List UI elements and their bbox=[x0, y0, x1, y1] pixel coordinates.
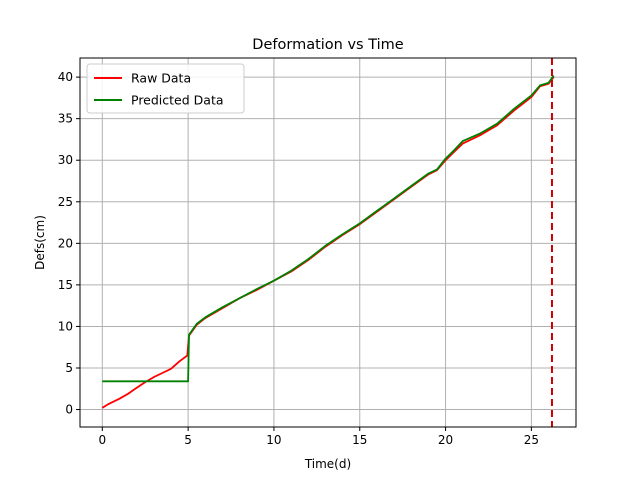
y-tick-label: 5 bbox=[65, 361, 73, 375]
x-tick-label: 10 bbox=[266, 433, 281, 447]
x-axis-label: Time(d) bbox=[304, 457, 351, 471]
legend-box bbox=[86, 63, 245, 114]
series-line-predicted-data bbox=[102, 74, 555, 383]
y-tick-label: 0 bbox=[65, 403, 73, 417]
legend: Raw Data Predicted Data bbox=[86, 63, 245, 114]
legend-label: Raw Data bbox=[131, 71, 191, 86]
grid-lines bbox=[80, 58, 576, 427]
plot-frame bbox=[79, 57, 577, 428]
y-tick-label: 10 bbox=[58, 319, 73, 333]
legend-label: Predicted Data bbox=[131, 93, 224, 108]
x-tick-label: 20 bbox=[438, 433, 453, 447]
y-tick-label: 15 bbox=[58, 278, 73, 292]
x-tick-label: 5 bbox=[184, 433, 192, 447]
series-layer bbox=[101, 74, 555, 409]
chart-title: Deformation vs Time bbox=[252, 37, 403, 53]
x-tick-label: 15 bbox=[352, 433, 367, 447]
y-tick-label: 30 bbox=[58, 153, 73, 167]
y-axis-label: Defs(cm) bbox=[33, 215, 47, 270]
axis-ticks: 0 5 10 15 20 25 0 5 10 15 20 25 30 35 40 bbox=[58, 70, 539, 447]
y-tick-label: 25 bbox=[58, 195, 73, 209]
x-tick-label: 0 bbox=[98, 433, 106, 447]
x-tick-label: 25 bbox=[524, 433, 539, 447]
y-tick-label: 20 bbox=[58, 236, 73, 250]
series-line-raw-data bbox=[101, 76, 555, 409]
y-tick-label: 40 bbox=[58, 70, 73, 84]
y-tick-label: 35 bbox=[58, 112, 73, 126]
